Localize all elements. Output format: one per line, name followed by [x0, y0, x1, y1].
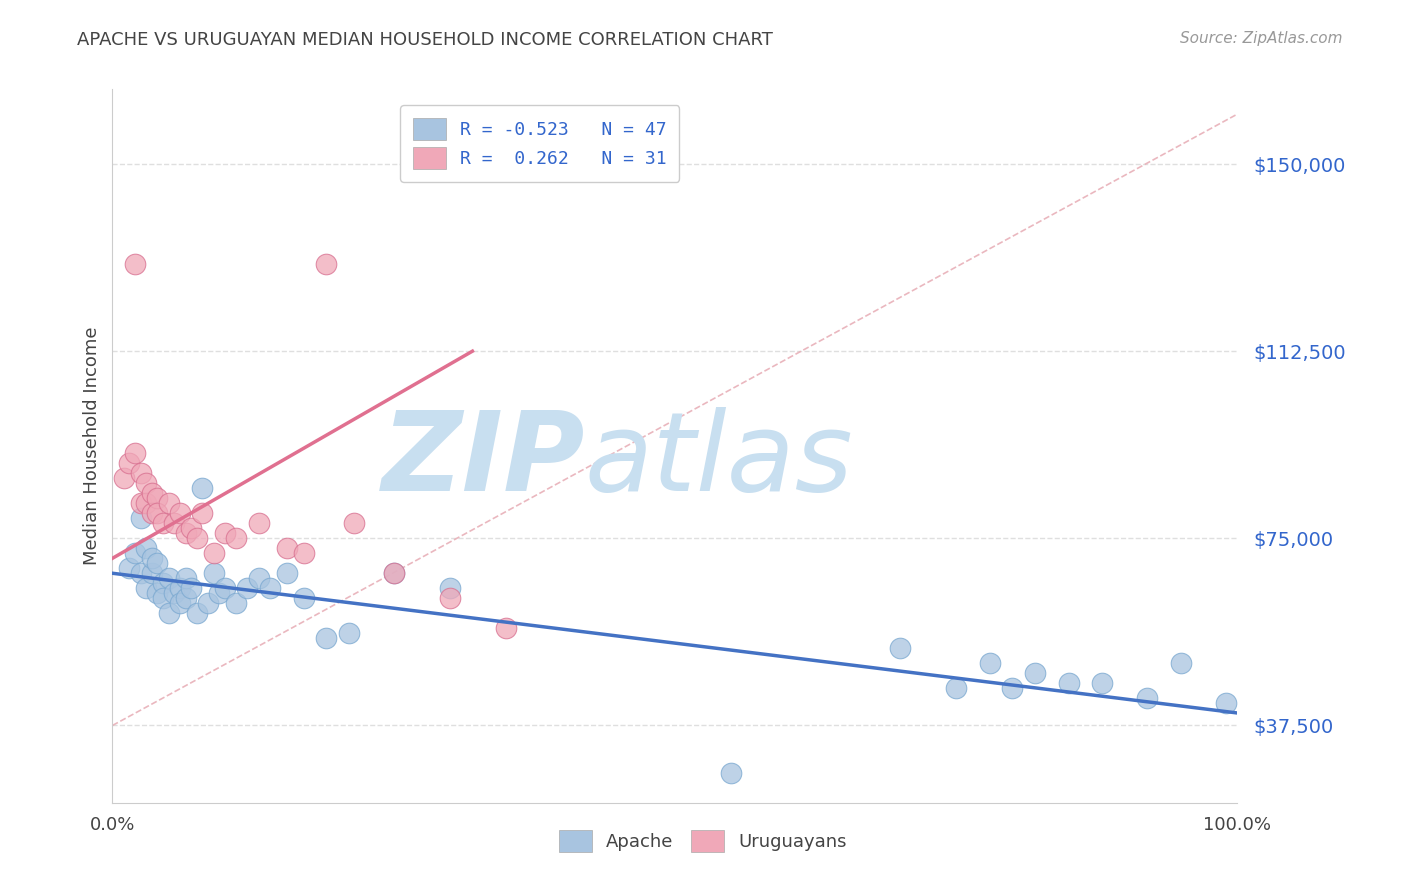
Point — [276, 566, 298, 581]
Point — [979, 656, 1001, 670]
Point — [1024, 666, 1046, 681]
Point — [152, 591, 174, 606]
Point — [157, 606, 180, 620]
Point — [129, 511, 152, 525]
Point — [141, 566, 163, 581]
Point — [152, 516, 174, 531]
Point — [157, 571, 180, 585]
Point — [292, 546, 315, 560]
Point — [208, 586, 231, 600]
Point — [1001, 681, 1024, 695]
Point — [124, 546, 146, 560]
Point — [202, 546, 225, 560]
Point — [169, 596, 191, 610]
Point — [1136, 691, 1159, 706]
Point — [112, 471, 135, 485]
Point — [174, 571, 197, 585]
Point — [382, 566, 405, 581]
Point — [439, 581, 461, 595]
Point — [174, 526, 197, 541]
Point — [1057, 676, 1080, 690]
Legend: Apache, Uruguayans: Apache, Uruguayans — [547, 818, 859, 865]
Point — [157, 496, 180, 510]
Point — [343, 516, 366, 531]
Point — [259, 581, 281, 595]
Text: ZIP: ZIP — [381, 407, 585, 514]
Point — [135, 476, 157, 491]
Text: APACHE VS URUGUAYAN MEDIAN HOUSEHOLD INCOME CORRELATION CHART: APACHE VS URUGUAYAN MEDIAN HOUSEHOLD INC… — [77, 31, 773, 49]
Y-axis label: Median Household Income: Median Household Income — [83, 326, 101, 566]
Point — [720, 765, 742, 780]
Point — [129, 496, 152, 510]
Point — [118, 561, 141, 575]
Point — [1215, 696, 1237, 710]
Point — [180, 521, 202, 535]
Point — [186, 531, 208, 545]
Point — [889, 641, 911, 656]
Point — [292, 591, 315, 606]
Point — [118, 457, 141, 471]
Point — [141, 551, 163, 566]
Point — [214, 526, 236, 541]
Point — [146, 556, 169, 570]
Point — [174, 591, 197, 606]
Point — [191, 507, 214, 521]
Point — [169, 507, 191, 521]
Point — [141, 486, 163, 500]
Point — [214, 581, 236, 595]
Point — [141, 507, 163, 521]
Point — [495, 621, 517, 635]
Point — [180, 581, 202, 595]
Point — [152, 576, 174, 591]
Point — [169, 581, 191, 595]
Text: Source: ZipAtlas.com: Source: ZipAtlas.com — [1180, 31, 1343, 46]
Point — [225, 531, 247, 545]
Point — [337, 626, 360, 640]
Point — [146, 507, 169, 521]
Point — [163, 586, 186, 600]
Point — [124, 257, 146, 271]
Point — [315, 631, 337, 645]
Legend: R = -0.523   N = 47, R =  0.262   N = 31: R = -0.523 N = 47, R = 0.262 N = 31 — [401, 105, 679, 182]
Point — [191, 482, 214, 496]
Point — [276, 541, 298, 556]
Point — [146, 491, 169, 506]
Point — [315, 257, 337, 271]
Point — [135, 496, 157, 510]
Point — [202, 566, 225, 581]
Point — [1091, 676, 1114, 690]
Point — [247, 571, 270, 585]
Point — [382, 566, 405, 581]
Point — [124, 446, 146, 460]
Point — [236, 581, 259, 595]
Point — [163, 516, 186, 531]
Point — [135, 541, 157, 556]
Point — [186, 606, 208, 620]
Point — [129, 467, 152, 481]
Point — [1170, 656, 1192, 670]
Point — [439, 591, 461, 606]
Point — [225, 596, 247, 610]
Point — [135, 581, 157, 595]
Point — [197, 596, 219, 610]
Point — [146, 586, 169, 600]
Text: atlas: atlas — [585, 407, 853, 514]
Point — [129, 566, 152, 581]
Point — [247, 516, 270, 531]
Point — [945, 681, 967, 695]
